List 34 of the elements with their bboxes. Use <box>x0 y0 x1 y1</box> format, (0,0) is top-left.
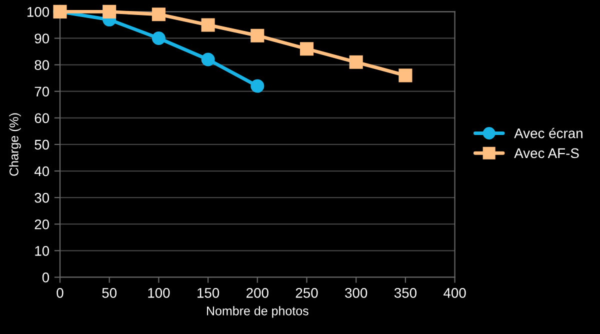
point <box>349 55 363 69</box>
x-axis-title: Nombre de photos <box>207 306 308 318</box>
y-tick-label: 10 <box>35 246 50 256</box>
y-tick-label: 60 <box>34 113 50 124</box>
point <box>152 8 166 22</box>
y-tick-label: 90 <box>34 34 50 44</box>
y-tick-label: 0 <box>42 272 50 282</box>
x-tick-label: 250 <box>296 288 318 298</box>
point <box>398 68 412 82</box>
y-tick-label: 20 <box>34 219 50 230</box>
x-tick-label: 150 <box>198 288 220 298</box>
x-tick-label: 400 <box>444 288 466 298</box>
point <box>250 79 264 93</box>
x-tick-label: 50 <box>102 288 117 298</box>
point <box>250 28 264 42</box>
x-tick-label: 0 <box>56 288 64 298</box>
x-tick-label: 350 <box>394 288 416 298</box>
point <box>201 18 215 32</box>
point <box>201 52 215 66</box>
y-tick-label: 30 <box>34 192 50 203</box>
y-tick-label: 80 <box>34 60 50 70</box>
y-axis-title: Charge (%) <box>9 113 21 176</box>
point <box>152 31 166 46</box>
point <box>102 4 116 18</box>
x-tick-label: 100 <box>148 288 170 298</box>
y-tick-label: 70 <box>34 86 50 97</box>
x-tick-label: 300 <box>345 288 368 298</box>
point <box>300 42 314 56</box>
legend-label: Avec AF-S <box>514 148 579 158</box>
x-tick-label: 200 <box>246 288 268 298</box>
y-tick-label: 40 <box>34 166 50 176</box>
y-tick-label: 100 <box>27 7 50 17</box>
legend-label: Avec écran <box>514 128 582 138</box>
y-tick-label: 50 <box>34 140 50 150</box>
